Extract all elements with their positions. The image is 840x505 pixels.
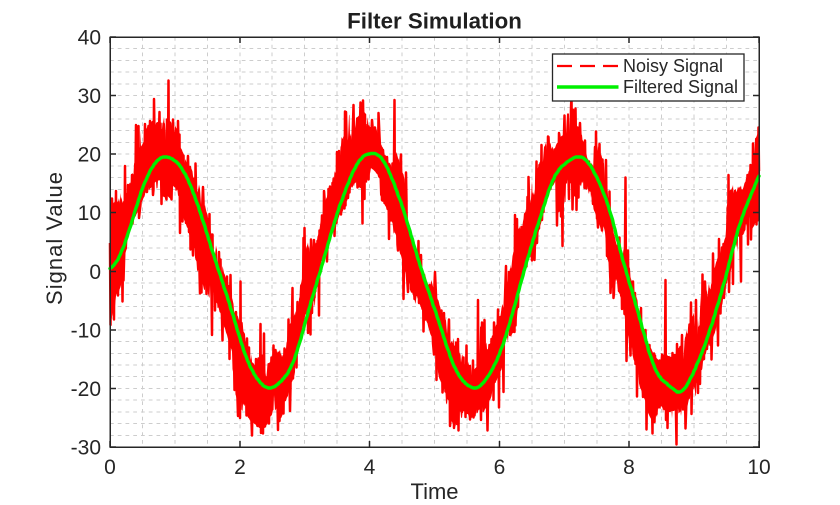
svg-text:0: 0 (104, 456, 116, 479)
svg-text:0: 0 (89, 261, 101, 284)
svg-text:8: 8 (623, 456, 635, 479)
svg-text:Filtered Signal: Filtered Signal (623, 77, 738, 97)
svg-text:Noisy Signal: Noisy Signal (623, 56, 723, 76)
svg-text:-10: -10 (71, 320, 101, 343)
svg-text:6: 6 (494, 456, 506, 479)
svg-text:Signal Value: Signal Value (42, 171, 67, 305)
svg-text:4: 4 (364, 456, 376, 479)
svg-text:-20: -20 (71, 378, 101, 401)
svg-text:30: 30 (78, 85, 101, 108)
svg-text:-30: -30 (71, 437, 101, 460)
svg-text:2: 2 (234, 456, 246, 479)
svg-text:40: 40 (78, 27, 101, 50)
svg-text:Time: Time (410, 479, 458, 504)
svg-text:20: 20 (78, 144, 101, 167)
svg-text:Filter Simulation: Filter Simulation (347, 9, 522, 34)
svg-text:10: 10 (78, 202, 101, 225)
svg-text:10: 10 (747, 456, 770, 479)
